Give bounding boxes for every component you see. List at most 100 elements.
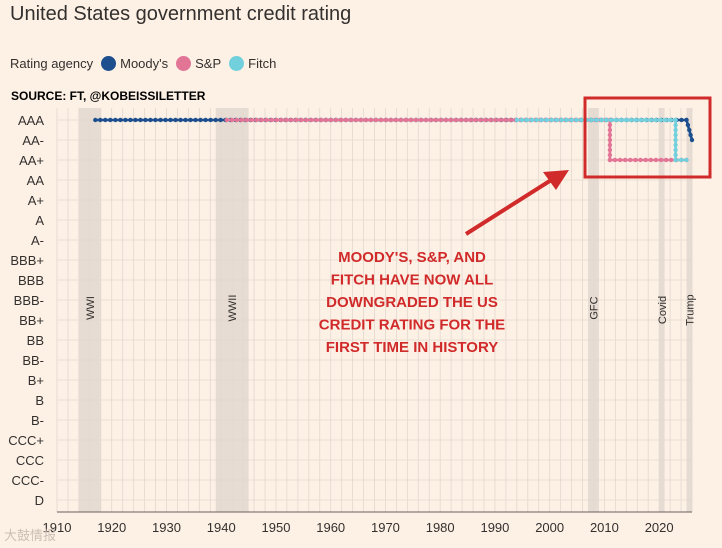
series-point-1 [648,157,653,163]
series-point-2 [603,117,609,123]
series-point-1 [299,117,304,123]
series-point-1 [274,117,279,123]
series-point-0 [208,117,213,123]
series-point-2 [673,132,678,138]
series-point-1 [284,117,289,123]
series-point-0 [193,117,198,123]
series-point-1 [259,117,264,123]
series-point-1 [294,117,299,123]
annotation-line: FITCH HAVE NOW ALL [331,272,493,289]
series-point-2 [638,117,644,123]
y-tick-label: BBB+ [10,253,44,268]
series-point-1 [378,117,384,123]
series-point-0 [163,117,168,123]
series-point-1 [458,117,463,123]
series-point-1 [368,117,374,123]
series-point-2 [673,127,678,133]
period-label-wwi: WWI [85,296,97,320]
series-point-1 [234,117,239,123]
series-point-1 [448,117,453,123]
series-point-2 [658,117,663,123]
legend-swatch-fitch [229,56,245,71]
y-tick-label: BBB- [14,293,44,308]
series-point-1 [483,117,488,123]
series-point-1 [239,117,244,123]
series-point-1 [319,117,324,123]
y-tick-label: CCC+ [8,433,44,448]
series-point-2 [633,117,639,123]
series-point-1 [343,117,349,123]
annotation-arrow-shaft [464,175,558,236]
series-point-1 [264,117,269,123]
series-point-2 [623,117,629,123]
series-point-0 [218,117,223,123]
series-point-2 [569,117,574,123]
series-point-0 [138,117,143,123]
series-point-2 [673,142,678,148]
legend-text-fitch: Fitch [248,56,277,71]
series-point-1 [643,157,648,163]
source-note: SOURCE: FT, @KOBEISSILETTER [11,89,206,103]
x-tick-label: 1950 [262,520,291,535]
x-tick-label: 1980 [426,520,455,535]
series-point-2 [673,147,678,153]
series-point-0 [108,117,113,123]
series-point-2 [524,117,529,123]
series-point-0 [123,117,128,123]
series-point-1 [438,117,443,123]
series-point-1 [388,117,394,123]
y-tick-label: B- [31,413,44,428]
series-point-0 [188,117,193,123]
series-point-0 [213,117,218,123]
period-label-gfc: GFC [588,296,600,319]
series-point-0 [689,137,695,143]
legend-swatch-sp [176,56,192,71]
x-tick-label: 1960 [316,520,345,535]
series-point-2 [668,117,673,123]
series-point-2 [673,137,678,143]
series-point-2 [673,157,678,163]
series-point-1 [607,142,613,148]
series-point-1 [638,157,643,163]
series-point-0 [684,117,689,123]
y-tick-label: A- [31,233,44,248]
x-tick-label: 2000 [535,520,564,535]
series-point-0 [178,117,183,123]
y-tick-label: CCC- [12,473,45,488]
legend-item-fitch: Fitch [229,56,276,71]
series-point-0 [183,117,188,123]
y-tick-label: BB [27,333,44,348]
series-point-2 [673,152,678,158]
series-point-1 [607,152,613,158]
y-tick-label: A+ [28,193,44,208]
series-point-1 [249,117,254,123]
series-point-0 [168,117,173,123]
legend-label: Rating agency [10,56,94,71]
series-point-1 [269,117,274,123]
series-point-2 [544,117,549,123]
series-point-1 [607,147,613,153]
series-point-2 [554,117,559,123]
series-point-2 [673,122,678,128]
series-point-1 [669,157,674,163]
series-point-2 [643,117,648,123]
series-point-1 [254,117,259,123]
series-point-1 [324,117,329,123]
y-tick-label: BB- [22,353,44,368]
annotation-line: DOWNGRADED THE US [326,294,498,311]
series-point-1 [363,117,369,123]
series-point-2 [594,117,599,123]
chart-title: United States government credit rating [10,3,352,25]
series-point-2 [608,117,614,123]
period-label-trump: Trump [684,294,696,325]
shaded-period-trump [686,108,692,512]
series-point-1 [628,157,633,163]
series-point-2 [599,117,604,123]
series-point-2 [653,117,658,123]
series-point-2 [519,117,524,123]
series-point-1 [607,157,613,163]
series-point-0 [113,117,118,123]
series-point-2 [678,157,684,163]
series-point-2 [618,117,624,123]
